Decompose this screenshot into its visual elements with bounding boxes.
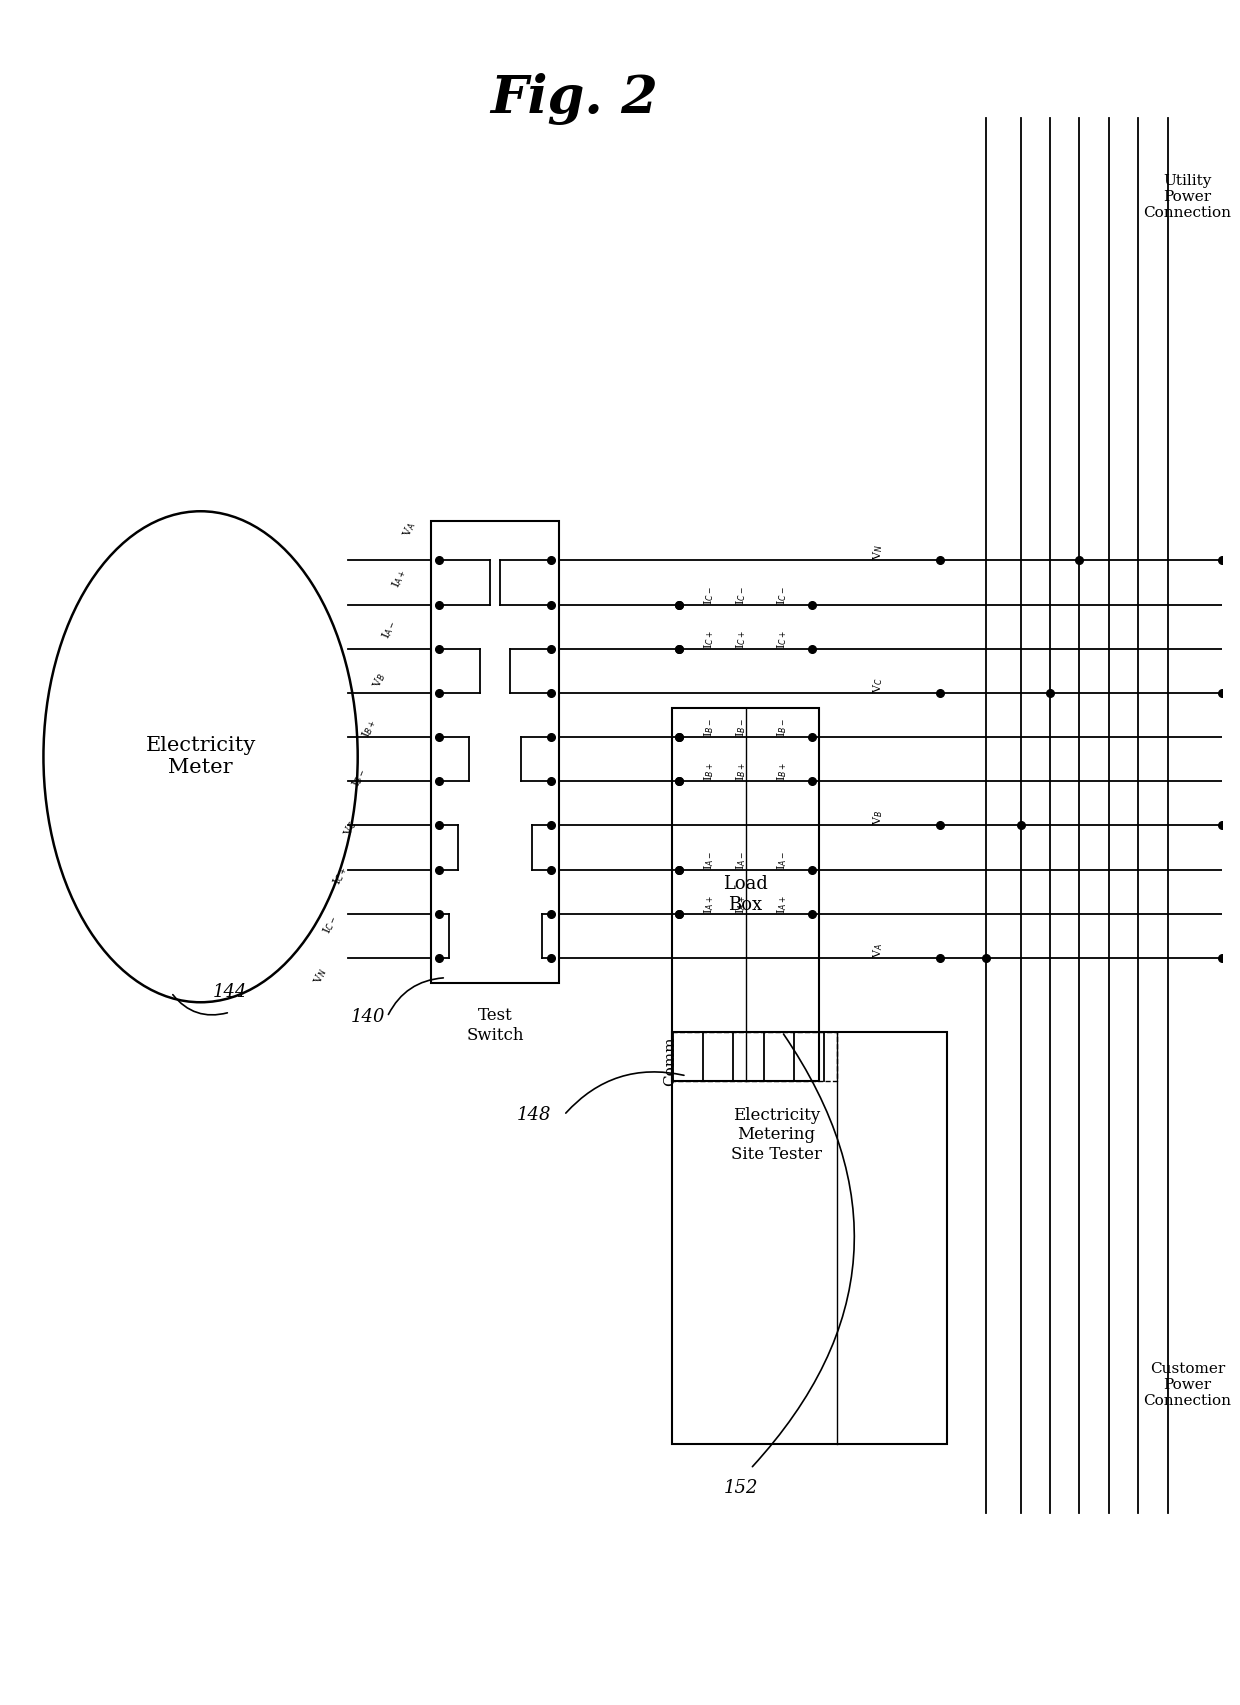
Text: I$_{C+}$: I$_{C+}$ [702,629,715,648]
Text: V$_C$: V$_C$ [872,677,885,692]
Text: V$_N$: V$_N$ [872,544,885,561]
Text: I$_{C-}$: I$_{C-}$ [734,585,748,605]
Text: Utility
Power
Connection: Utility Power Connection [1143,174,1231,220]
Text: V$_C$: V$_C$ [341,818,360,839]
Text: I$_{A-}$: I$_{A-}$ [775,851,790,870]
Text: V$_B$: V$_B$ [872,810,885,825]
Text: I$_{A+}$: I$_{A+}$ [389,568,409,590]
Text: I$_{C+}$: I$_{C+}$ [330,864,350,887]
Text: I$_{C-}$: I$_{C-}$ [775,585,790,605]
Text: V$_A$: V$_A$ [872,943,885,958]
Text: Fig. 2: Fig. 2 [490,73,657,124]
Text: 140: 140 [350,1008,384,1026]
Text: I$_{C+}$: I$_{C+}$ [734,629,748,648]
Text: Test
Switch: Test Switch [466,1008,525,1043]
Text: I$_{A-}$: I$_{A-}$ [379,619,399,641]
Text: I$_{B+}$: I$_{B+}$ [734,762,748,781]
Text: Load
Box: Load Box [723,875,768,914]
Text: Customer
Power
Connection: Customer Power Connection [1143,1362,1231,1408]
Text: I$_{A-}$: I$_{A-}$ [702,851,715,870]
Text: I$_{A+}$: I$_{A+}$ [775,895,790,914]
Text: I$_{B+}$: I$_{B+}$ [702,762,715,781]
Text: I$_{A+}$: I$_{A+}$ [734,895,748,914]
Text: V$_N$: V$_N$ [311,965,330,985]
Text: I$_{B+}$: I$_{B+}$ [775,762,790,781]
Text: I$_{A-}$: I$_{A-}$ [734,851,748,870]
Text: I$_{C+}$: I$_{C+}$ [775,629,790,648]
Text: I$_{B-}$: I$_{B-}$ [734,718,748,737]
Text: I$_{B+}$: I$_{B+}$ [360,718,379,740]
Text: I$_{C-}$: I$_{C-}$ [702,585,715,605]
Text: Comm: Comm [663,1037,677,1086]
Text: I$_{B-}$: I$_{B-}$ [775,718,790,737]
Text: I$_{B-}$: I$_{B-}$ [702,718,715,737]
Text: Electricity
Metering
Site Tester: Electricity Metering Site Tester [730,1107,822,1163]
Text: Electricity
Meter: Electricity Meter [145,737,255,777]
Bar [672,1032,837,1081]
Text: 152: 152 [723,1480,758,1497]
Text: V$_A$: V$_A$ [401,520,419,539]
Text: V$_B$: V$_B$ [371,670,389,691]
Text: I$_{A+}$: I$_{A+}$ [702,895,715,914]
Text: I$_{B-}$: I$_{B-}$ [350,766,370,789]
Text: I$_{C-}$: I$_{C-}$ [320,914,340,936]
Bar [432,522,559,982]
Bar [672,1032,947,1444]
Text: 144: 144 [213,984,247,1001]
Bar [672,708,820,1081]
Text: 148: 148 [517,1107,552,1124]
